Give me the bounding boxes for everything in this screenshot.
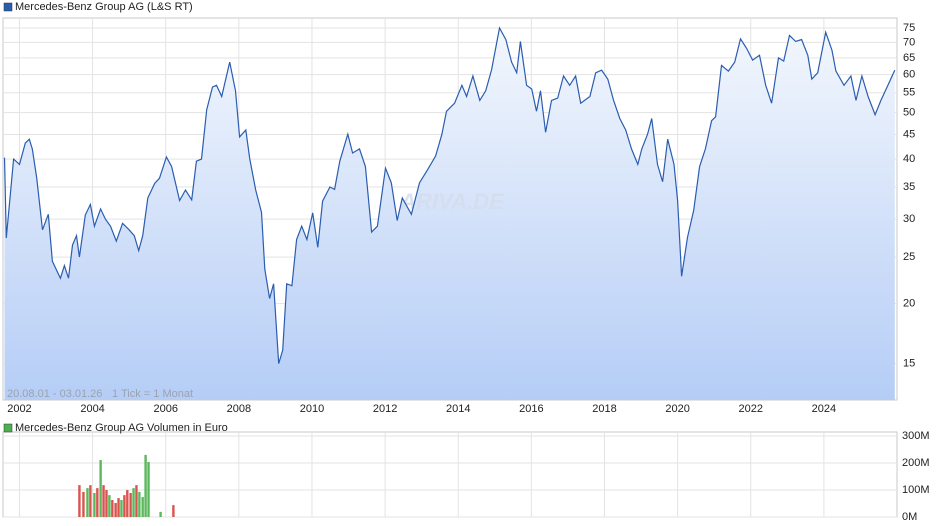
y-tick-label: 0M	[902, 511, 917, 523]
y-tick-label: 45	[903, 128, 915, 140]
y-tick-label: 70	[903, 36, 915, 48]
x-tick-label: 2010	[300, 403, 324, 415]
y-tick-label: 200M	[902, 457, 930, 469]
x-tick-label: 2020	[665, 403, 689, 415]
volume-bar	[144, 454, 147, 517]
legend-label: Mercedes-Benz Group AG Volumen in Euro	[15, 422, 228, 434]
volume-bar	[117, 498, 120, 517]
volume-bar	[89, 485, 92, 517]
x-tick-label: 2016	[519, 403, 543, 415]
legend-swatch	[3, 423, 13, 433]
volume-bar	[86, 488, 89, 517]
x-tick-label: 2006	[153, 403, 177, 415]
volume-bar	[123, 495, 126, 517]
volume-bar	[111, 500, 114, 517]
volume-bar	[78, 485, 81, 517]
x-tick-label: 2008	[227, 403, 251, 415]
y-tick-label: 75	[903, 22, 915, 34]
x-tick-label: 2002	[7, 403, 31, 415]
x-tick-label: 2014	[446, 403, 470, 415]
y-tick-label: 20	[903, 298, 915, 310]
volume-bar	[99, 460, 102, 517]
annotation: 20.08.01 - 03.01.26	[7, 388, 102, 400]
y-tick-label: 60	[903, 68, 915, 80]
volume-bar	[129, 492, 132, 517]
price-line	[3, 26, 896, 364]
y-tick-label: 35	[903, 181, 915, 193]
x-tick-label: 2024	[812, 403, 836, 415]
volume-bar	[114, 502, 117, 517]
y-tick-label: 40	[903, 153, 915, 165]
area-fill	[4, 28, 895, 400]
volume-bar	[102, 485, 105, 517]
y-tick-label: 15	[903, 358, 915, 370]
volume-bar	[82, 491, 85, 517]
volume-bar	[96, 488, 99, 517]
y-tick-label: 300M	[902, 430, 930, 442]
volume-bar	[120, 500, 123, 517]
volume-bar	[172, 505, 175, 517]
legend-swatch	[3, 2, 13, 12]
volume-bar	[132, 488, 135, 517]
x-tick-label: 2012	[373, 403, 397, 415]
volume-bar	[108, 495, 111, 517]
x-tick-label: 2022	[739, 403, 763, 415]
legend-label: Mercedes-Benz Group AG (L&S RT)	[15, 1, 193, 13]
volume-bar	[93, 492, 96, 517]
volume-bar	[159, 511, 162, 517]
y-tick-label: 55	[903, 87, 915, 99]
y-tick-label: 100M	[902, 484, 930, 496]
volume-bar	[135, 485, 138, 517]
y-tick-label: 30	[903, 213, 915, 225]
y-tick-label: 25	[903, 251, 915, 263]
y-tick-label: 65	[903, 52, 915, 64]
annotation: 1 Tick = 1 Monat	[112, 388, 193, 400]
volume-bar	[105, 490, 108, 517]
volume-bar	[141, 497, 144, 517]
volume-bar	[126, 490, 129, 517]
x-tick-label: 2018	[592, 403, 616, 415]
y-tick-label: 50	[903, 106, 915, 118]
volume-bar	[147, 461, 150, 517]
volume-bar	[138, 491, 141, 517]
x-tick-label: 2004	[80, 403, 104, 415]
